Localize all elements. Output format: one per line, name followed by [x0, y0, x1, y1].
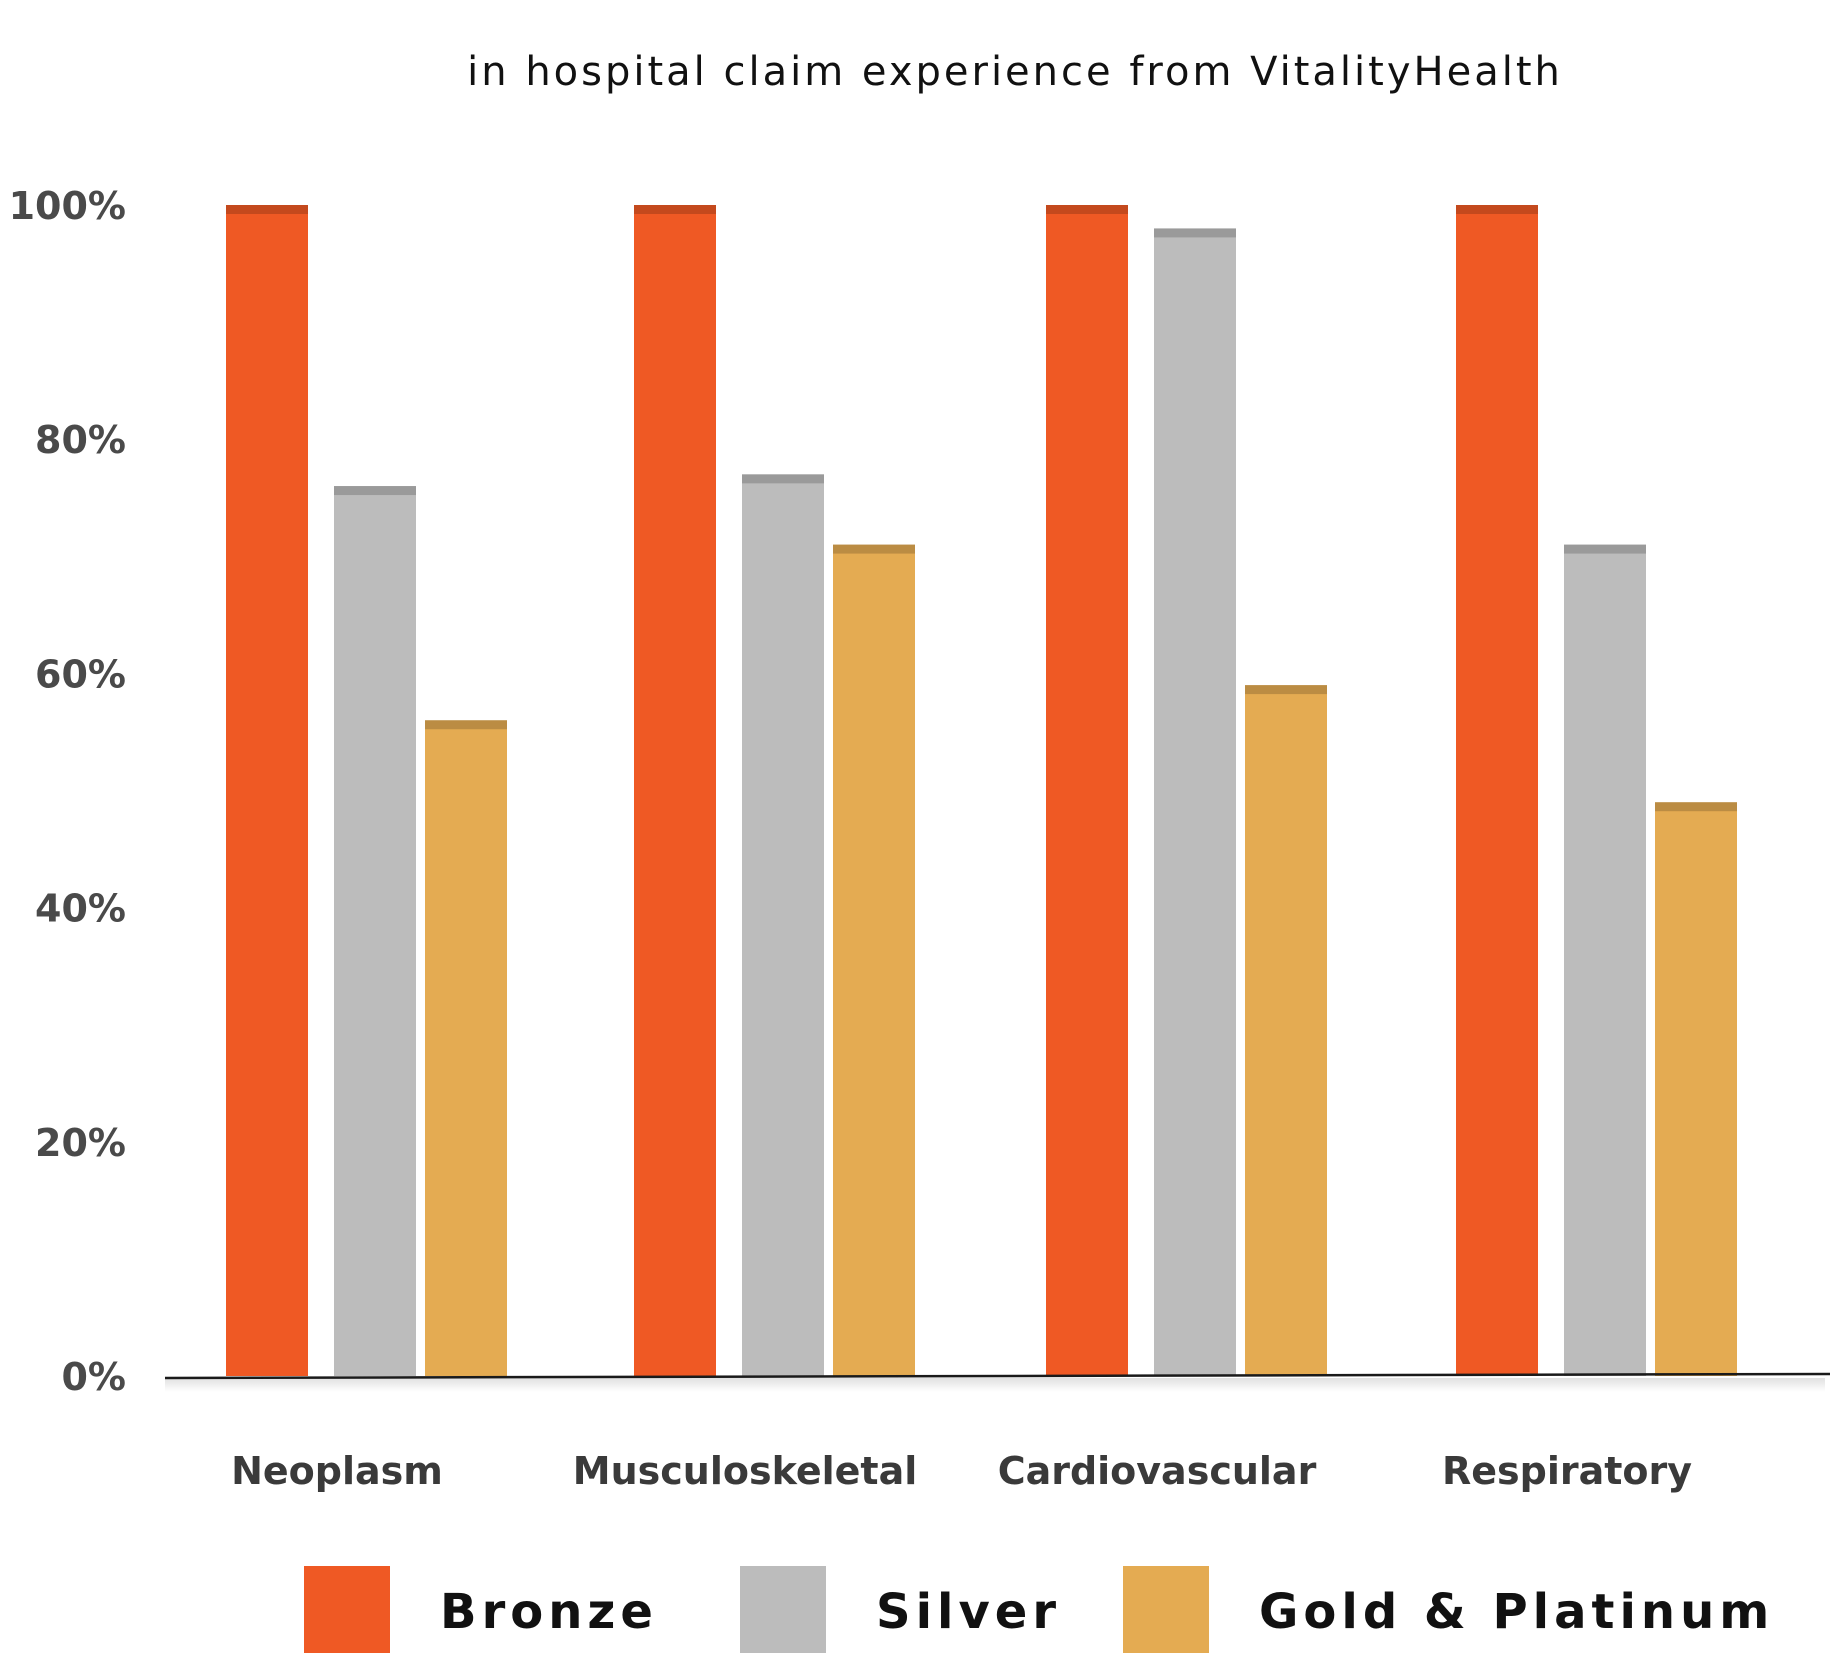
bar-top-shade — [1245, 685, 1327, 695]
bar — [833, 544, 915, 1376]
y-tick-label: 60% — [35, 652, 126, 696]
bar-top-shade — [1655, 802, 1737, 812]
x-axis — [164, 1372, 1831, 1392]
bar — [226, 205, 308, 1376]
bar-top-shade — [1564, 544, 1646, 554]
bar-top-shade — [226, 205, 308, 214]
bar-fill — [1564, 544, 1646, 1376]
bar-fill — [634, 205, 716, 1376]
x-tick-label: Respiratory — [1442, 1449, 1692, 1493]
bar-top-shade — [334, 486, 416, 496]
bar — [1245, 685, 1327, 1376]
bars — [226, 205, 1737, 1377]
y-tick-label: 20% — [35, 1121, 126, 1165]
bar-fill — [1046, 205, 1128, 1376]
x-tick-label: Neoplasm — [231, 1449, 443, 1493]
legend-swatch — [740, 1566, 826, 1653]
x-tick-label: Cardiovascular — [998, 1449, 1317, 1493]
y-tick-label: 100% — [9, 184, 126, 228]
legend-item: Bronze — [304, 1566, 658, 1653]
bar — [1564, 544, 1646, 1376]
bar — [1655, 802, 1737, 1376]
y-axis-ticks: 0% 20% 40% 60% 80% 100% — [9, 184, 126, 1399]
bar-top-shade — [1456, 205, 1538, 214]
x-tick-label: Musculoskeletal — [573, 1449, 917, 1493]
legend-label: Silver — [876, 1584, 1061, 1640]
bar-top-shade — [425, 720, 507, 730]
legend: Bronze Silver Gold & Platinum — [304, 1566, 1774, 1653]
bar-fill — [226, 205, 308, 1376]
x-axis-line — [164, 1372, 1831, 1380]
bar-top-shade — [634, 205, 716, 214]
bar — [1456, 205, 1538, 1376]
bar — [1046, 205, 1128, 1376]
legend-label: Bronze — [440, 1584, 658, 1640]
y-tick-label: 40% — [35, 887, 126, 931]
legend-item: Gold & Platinum — [1123, 1566, 1774, 1653]
bar-top-shade — [1046, 205, 1128, 214]
bar-fill — [1655, 802, 1737, 1376]
bar-fill — [742, 474, 824, 1377]
legend-swatch — [304, 1566, 390, 1653]
y-tick-label: 80% — [35, 418, 126, 462]
y-tick-label: 0% — [61, 1355, 126, 1399]
bar — [425, 720, 507, 1376]
bar-fill — [1456, 205, 1538, 1376]
x-axis-ticks: Neoplasm Musculoskeletal Cardiovascular Res… — [231, 1449, 1692, 1493]
bar-fill — [833, 544, 915, 1376]
bar-fill — [1154, 228, 1236, 1376]
legend-item: Silver — [740, 1566, 1061, 1653]
bar-fill — [334, 486, 416, 1376]
x-axis-shadow — [165, 1378, 1825, 1392]
bar — [742, 474, 824, 1377]
bar-fill — [1245, 685, 1327, 1376]
legend-swatch — [1123, 1566, 1209, 1653]
bar — [334, 486, 416, 1376]
legend-label: Gold & Platinum — [1259, 1584, 1774, 1640]
bar-top-shade — [833, 544, 915, 554]
chart-title: in hospital claim experience from Vitali… — [467, 49, 1563, 95]
bar-top-shade — [1154, 228, 1236, 238]
bar-fill — [425, 720, 507, 1376]
bar-top-shade — [742, 474, 824, 484]
bar — [1154, 228, 1236, 1376]
bar — [634, 205, 716, 1376]
